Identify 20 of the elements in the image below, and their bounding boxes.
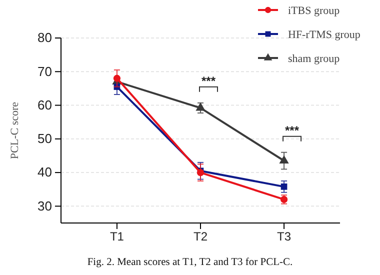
y-tick-label: 60 (38, 97, 52, 112)
y-tick-label: 50 (38, 131, 52, 146)
point (196, 102, 206, 111)
y-tick-label: 40 (38, 164, 52, 180)
y-axis-title: PCL-C score (9, 102, 21, 160)
text: Fig. 2. Mean scores at T1, T2 and T3 for PCL-C. (87, 257, 293, 268)
annotation: *** (285, 123, 300, 138)
y-tick-label: 30 (38, 198, 52, 214)
x-tick-label: T3 (277, 230, 292, 244)
point (113, 74, 121, 82)
y-tick-label: 70 (38, 64, 52, 79)
legend-label: iTBS group (288, 5, 340, 17)
x-tick-label: T1 (110, 230, 124, 244)
point (280, 184, 288, 190)
x-tick-label: T2 (193, 230, 208, 244)
y-tick-label: 80 (38, 30, 52, 46)
legend-label: sham group (288, 53, 340, 65)
legend-label: HF-rTMS group (288, 29, 361, 41)
point (279, 155, 289, 164)
annotation: *** (201, 74, 216, 88)
